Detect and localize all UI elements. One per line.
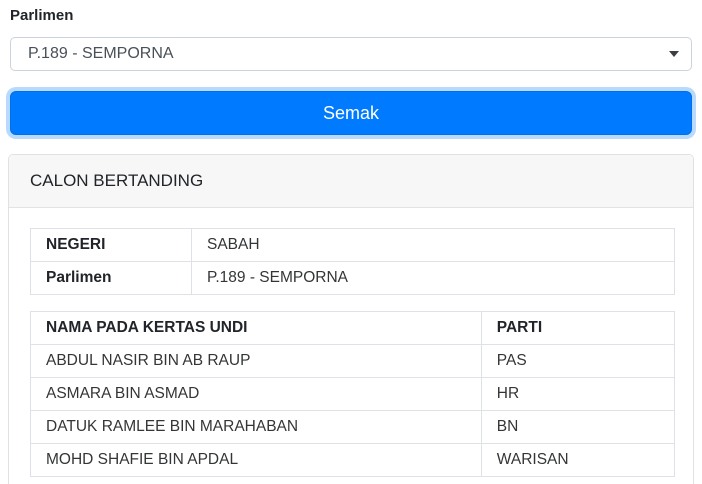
result-card: CALON BERTANDING NEGERI SABAH Parlimen P… [8,154,694,484]
table-row: ASMARA BIN ASMAD HR [30,377,676,411]
card-body: NEGERI SABAH Parlimen P.189 - SEMPORNA N… [9,208,693,484]
table-row: Parlimen P.189 - SEMPORNA [30,261,675,295]
column-header-party: PARTI [480,311,676,345]
page: Parlimen P.189 - SEMPORNA Semak CALON BE… [0,7,702,484]
candidate-party: WARISAN [480,443,676,477]
candidate-name: MOHD SHAFIE BIN APDAL [30,443,482,477]
info-value-negeri: SABAH [191,228,675,262]
table-row: NEGERI SABAH [30,228,675,262]
parlimen-select-value: P.189 - SEMPORNA [28,45,174,62]
table-header-row: NAMA PADA KERTAS UNDI PARTI [30,311,676,345]
candidate-name: ASMARA BIN ASMAD [30,377,482,411]
info-label-negeri: NEGERI [30,228,192,262]
table-row: MOHD SHAFIE BIN APDAL WARISAN [30,443,676,477]
chevron-down-icon [669,51,679,57]
table-row: ABDUL NASIR BIN AB RAUP PAS [30,344,676,378]
candidate-party: HR [480,377,676,411]
parlimen-label: Parlimen [10,7,74,24]
candidate-party: BN [480,410,676,444]
table-row: DATUK RAMLEE BIN MARAHABAN BN [30,410,676,444]
card-title: CALON BERTANDING [9,155,693,208]
semak-button[interactable]: Semak [10,91,692,135]
column-header-name: NAMA PADA KERTAS UNDI [30,311,482,345]
parlimen-select[interactable]: P.189 - SEMPORNA [10,37,692,71]
info-label-parlimen: Parlimen [30,261,192,295]
candidate-name: DATUK RAMLEE BIN MARAHABAN [30,410,482,444]
info-value-parlimen: P.189 - SEMPORNA [191,261,675,295]
candidate-name: ABDUL NASIR BIN AB RAUP [30,344,482,378]
info-table: NEGERI SABAH Parlimen P.189 - SEMPORNA [30,228,675,295]
candidate-party: PAS [480,344,676,378]
candidates-table: NAMA PADA KERTAS UNDI PARTI ABDUL NASIR … [30,311,676,477]
